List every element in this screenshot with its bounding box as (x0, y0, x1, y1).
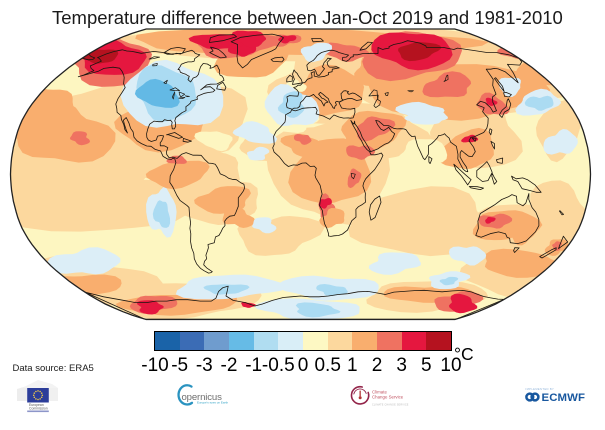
svg-text:CLIMATE CHANGE SERVICE: CLIMATE CHANGE SERVICE (372, 403, 409, 406)
svg-text:Commission: Commission (29, 407, 48, 411)
svg-text:opernicus: opernicus (182, 392, 223, 403)
svg-text:Europe's eyes on Earth: Europe's eyes on Earth (197, 401, 228, 405)
svg-text:IMPLEMENTED BY: IMPLEMENTED BY (526, 387, 555, 391)
svg-text:European: European (29, 403, 44, 407)
svg-text:Climate: Climate (372, 390, 387, 395)
svg-text:ECMWF: ECMWF (542, 392, 586, 404)
svg-text:Change Service: Change Service (372, 395, 404, 400)
